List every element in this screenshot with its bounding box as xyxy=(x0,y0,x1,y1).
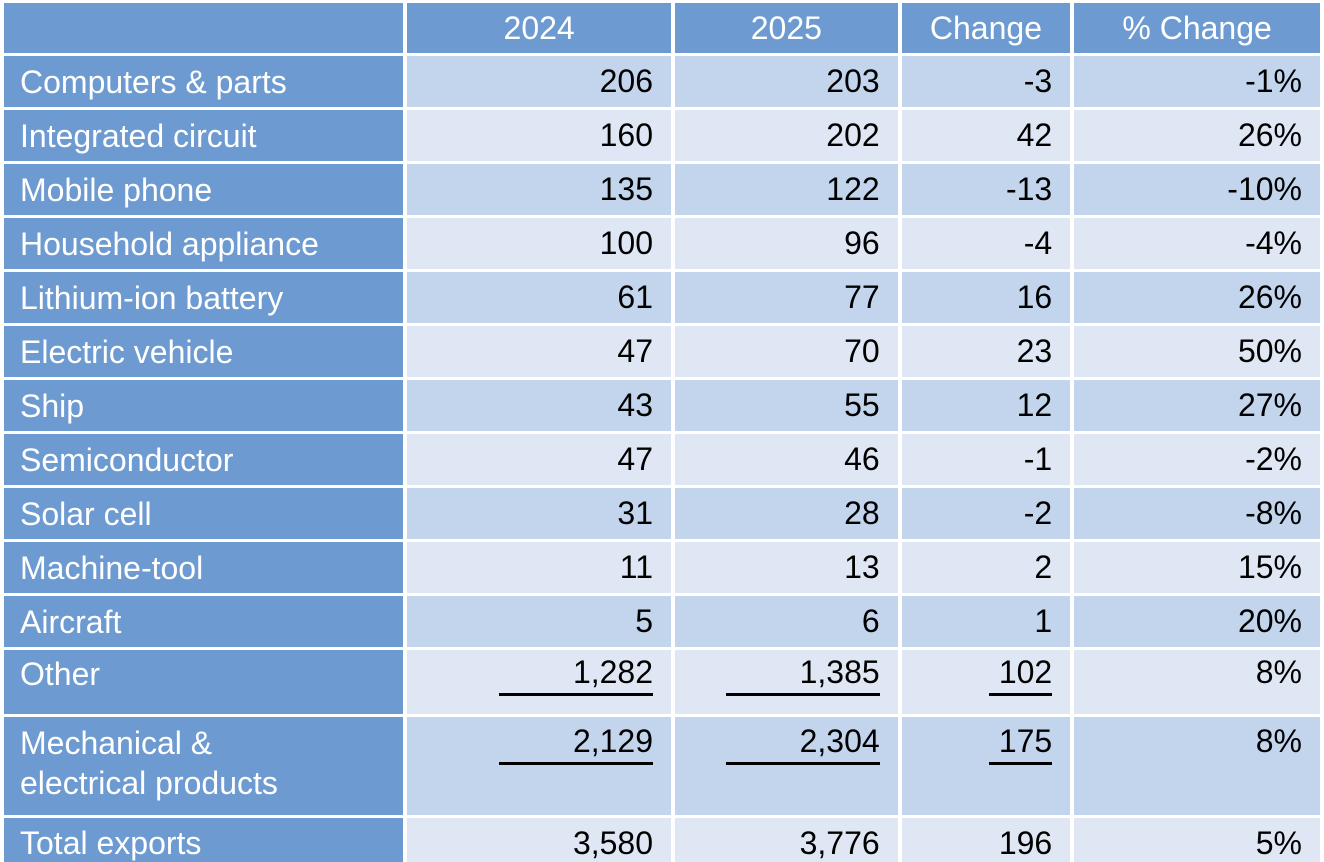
cell-2025: 96 xyxy=(675,218,898,269)
cell-change: 196 xyxy=(901,818,1071,862)
cell-pct-change: 20% xyxy=(1074,596,1320,647)
cell-2025: 2,304 xyxy=(675,717,898,815)
row-label: Total exports xyxy=(4,818,404,862)
underlined-value: 2,129 xyxy=(498,723,654,765)
cell-change: 2 xyxy=(901,542,1071,593)
cell-pct-change: -1% xyxy=(1074,56,1320,107)
cell-pct-change: -10% xyxy=(1074,164,1320,215)
cell-2025: 6 xyxy=(675,596,898,647)
cell-change: -13 xyxy=(901,164,1071,215)
table-row-electric-vehicle: Electric vehicle 47 70 23 50% xyxy=(4,326,1320,377)
table-row-mobile-phone: Mobile phone 135 122 -13 -10% xyxy=(4,164,1320,215)
row-label: Other xyxy=(4,650,404,714)
underlined-value: 102 xyxy=(988,654,1053,696)
col-header-blank xyxy=(4,3,404,53)
table-row-ship: Ship 43 55 12 27% xyxy=(4,380,1320,431)
table-row-household-appliance: Household appliance 100 96 -4 -4% xyxy=(4,218,1320,269)
cell-pct-change: 5% xyxy=(1074,818,1320,862)
table-row-other-subtotal: Other 1,282 1,385 102 8% xyxy=(4,650,1320,714)
cell-2025: 122 xyxy=(675,164,898,215)
cell-change: -3 xyxy=(901,56,1071,107)
underlined-value: 1,282 xyxy=(498,654,654,696)
row-label: Ship xyxy=(4,380,404,431)
cell-pct-change: 8% xyxy=(1074,650,1320,714)
cell-2025: 77 xyxy=(675,272,898,323)
cell-pct-change: 50% xyxy=(1074,326,1320,377)
cell-change: -1 xyxy=(901,434,1071,485)
underlined-value: 2,304 xyxy=(725,723,880,765)
row-label: Mobile phone xyxy=(4,164,404,215)
col-header-2024: 2024 xyxy=(407,3,672,53)
cell-2025: 1,385 xyxy=(675,650,898,714)
cell-change: 23 xyxy=(901,326,1071,377)
row-label: Machine-tool xyxy=(4,542,404,593)
table-row-machine-tool: Machine-tool 11 13 2 15% xyxy=(4,542,1320,593)
cell-2024: 43 xyxy=(407,380,672,431)
underlined-value: 175 xyxy=(988,723,1053,765)
cell-2024: 3,580 xyxy=(407,818,672,862)
cell-change: 1 xyxy=(901,596,1071,647)
table-row-lithium-ion-battery: Lithium-ion battery 61 77 16 26% xyxy=(4,272,1320,323)
cell-change: 16 xyxy=(901,272,1071,323)
cell-2024: 31 xyxy=(407,488,672,539)
cell-pct-change: 8% xyxy=(1074,717,1320,815)
cell-2024: 160 xyxy=(407,110,672,161)
cell-2025: 202 xyxy=(675,110,898,161)
table-row-computers-parts: Computers & parts 206 203 -3 -1% xyxy=(4,56,1320,107)
cell-2024: 135 xyxy=(407,164,672,215)
cell-2025: 3,776 xyxy=(675,818,898,862)
col-header-2025: 2025 xyxy=(675,3,898,53)
cell-2024: 47 xyxy=(407,434,672,485)
cell-pct-change: -4% xyxy=(1074,218,1320,269)
cell-change: -2 xyxy=(901,488,1071,539)
row-label: Integrated circuit xyxy=(4,110,404,161)
row-label: Electric vehicle xyxy=(4,326,404,377)
table-row-semiconductor: Semiconductor 47 46 -1 -2% xyxy=(4,434,1320,485)
cell-2025: 13 xyxy=(675,542,898,593)
underlined-value: 1,385 xyxy=(725,654,880,696)
cell-2025: 70 xyxy=(675,326,898,377)
cell-2024: 11 xyxy=(407,542,672,593)
cell-pct-change: 26% xyxy=(1074,272,1320,323)
cell-pct-change: 15% xyxy=(1074,542,1320,593)
row-label: Household appliance xyxy=(4,218,404,269)
cell-pct-change: -8% xyxy=(1074,488,1320,539)
table-row-solar-cell: Solar cell 31 28 -2 -8% xyxy=(4,488,1320,539)
cell-pct-change: -2% xyxy=(1074,434,1320,485)
row-label: Solar cell xyxy=(4,488,404,539)
cell-pct-change: 26% xyxy=(1074,110,1320,161)
cell-2024: 5 xyxy=(407,596,672,647)
cell-2025: 28 xyxy=(675,488,898,539)
cell-2025: 46 xyxy=(675,434,898,485)
table-row-aircraft: Aircraft 5 6 1 20% xyxy=(4,596,1320,647)
cell-change: 175 xyxy=(901,717,1071,815)
cell-2024: 47 xyxy=(407,326,672,377)
cell-pct-change: 27% xyxy=(1074,380,1320,431)
row-label: Semiconductor xyxy=(4,434,404,485)
cell-2024: 1,282 xyxy=(407,650,672,714)
table-row-integrated-circuit: Integrated circuit 160 202 42 26% xyxy=(4,110,1320,161)
row-label: Lithium-ion battery xyxy=(4,272,404,323)
table-row-total-exports: Total exports 3,580 3,776 196 5% xyxy=(4,818,1320,862)
cell-2024: 2,129 xyxy=(407,717,672,815)
cell-change: 102 xyxy=(901,650,1071,714)
cell-2024: 206 xyxy=(407,56,672,107)
col-header-pct-change: % Change xyxy=(1074,3,1320,53)
table-row-mechanical-electrical-subtotal: Mechanical & electrical products 2,129 2… xyxy=(4,717,1320,815)
cell-2025: 55 xyxy=(675,380,898,431)
cell-2025: 203 xyxy=(675,56,898,107)
cell-2024: 100 xyxy=(407,218,672,269)
row-label: Aircraft xyxy=(4,596,404,647)
header-row: 2024 2025 Change % Change xyxy=(4,3,1320,53)
row-label: Computers & parts xyxy=(4,56,404,107)
col-header-change: Change xyxy=(901,3,1071,53)
cell-change: 42 xyxy=(901,110,1071,161)
row-label: Mechanical & electrical products xyxy=(4,717,404,815)
cell-2024: 61 xyxy=(407,272,672,323)
cell-change: 12 xyxy=(901,380,1071,431)
cell-change: -4 xyxy=(901,218,1071,269)
